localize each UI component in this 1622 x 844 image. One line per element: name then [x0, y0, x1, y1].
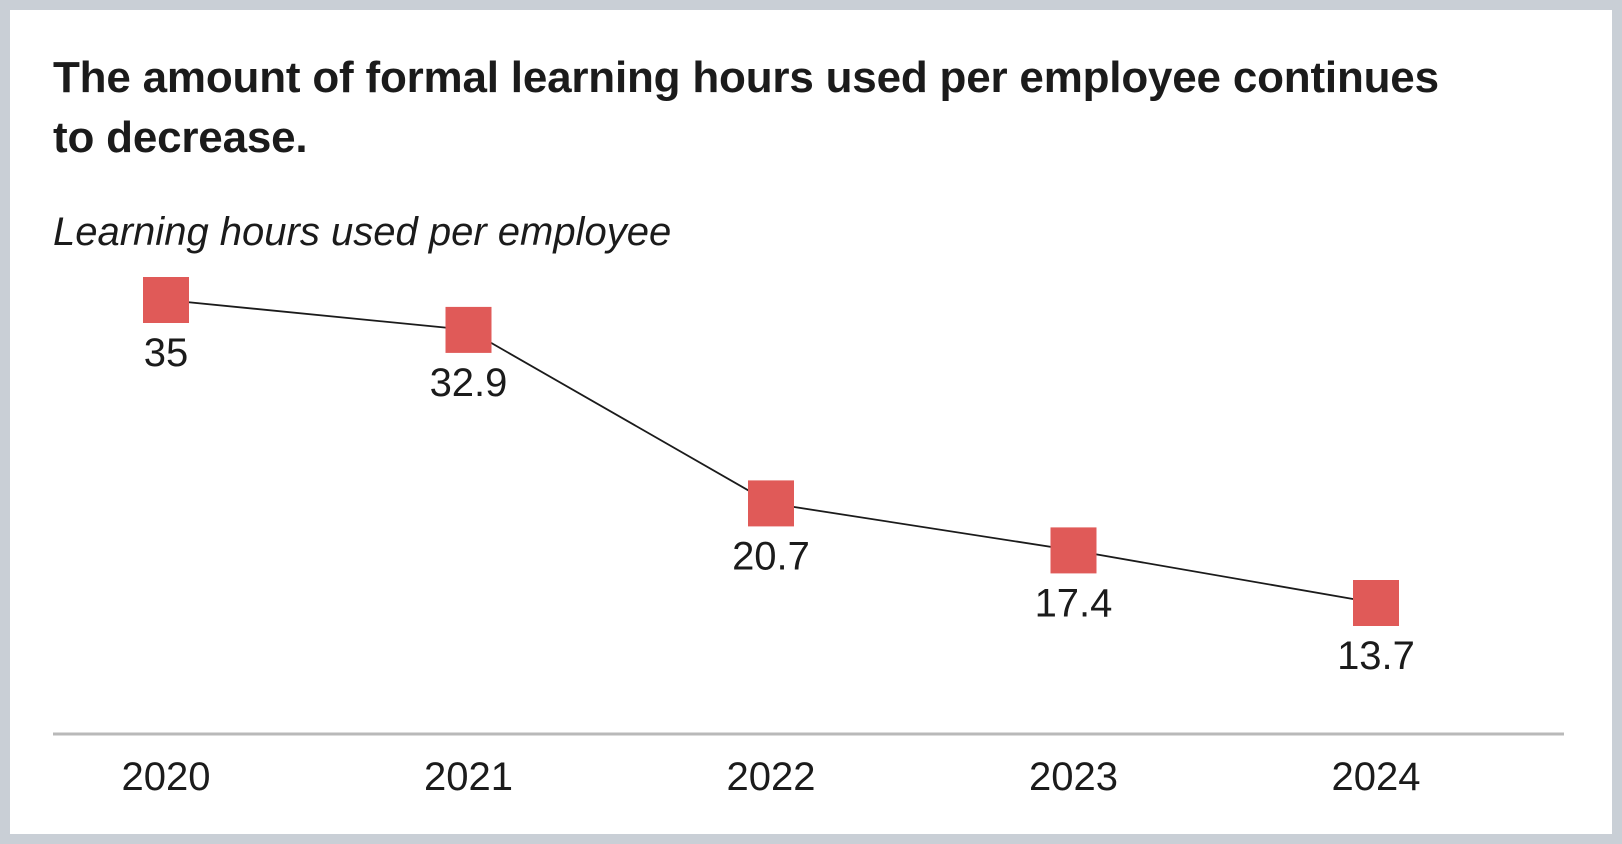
x-tick-labels-group: 2020 2021 2022 2023 2024: [122, 755, 1421, 799]
data-point-marker-2020: [143, 277, 189, 323]
data-point-marker-2021: [445, 306, 492, 353]
x-tick-label-2024: 2024: [1332, 755, 1421, 799]
data-label-2022: 20.7: [732, 534, 810, 578]
data-point-marker-2024: [1353, 580, 1399, 626]
x-tick-label-2020: 2020: [122, 755, 211, 799]
x-tick-label-2022: 2022: [727, 755, 816, 799]
data-labels-group: 35 32.9 20.7 17.4 13.7: [144, 331, 1415, 678]
data-point-marker-2023: [1050, 527, 1097, 574]
markers-group: [143, 277, 1399, 626]
x-tick-label-2021: 2021: [424, 755, 513, 799]
data-label-2021: 32.9: [430, 361, 508, 405]
chart-card: The amount of formal learning hours used…: [10, 10, 1612, 834]
chart-title: The amount of formal learning hours used…: [53, 53, 1439, 162]
data-label-2024: 13.7: [1337, 634, 1415, 678]
data-label-2023: 17.4: [1035, 581, 1113, 625]
data-point-marker-2022: [748, 480, 794, 527]
data-label-2020: 35: [144, 331, 189, 375]
chart-subtitle: Learning hours used per employee: [53, 210, 672, 254]
x-tick-label-2023: 2023: [1029, 755, 1118, 799]
